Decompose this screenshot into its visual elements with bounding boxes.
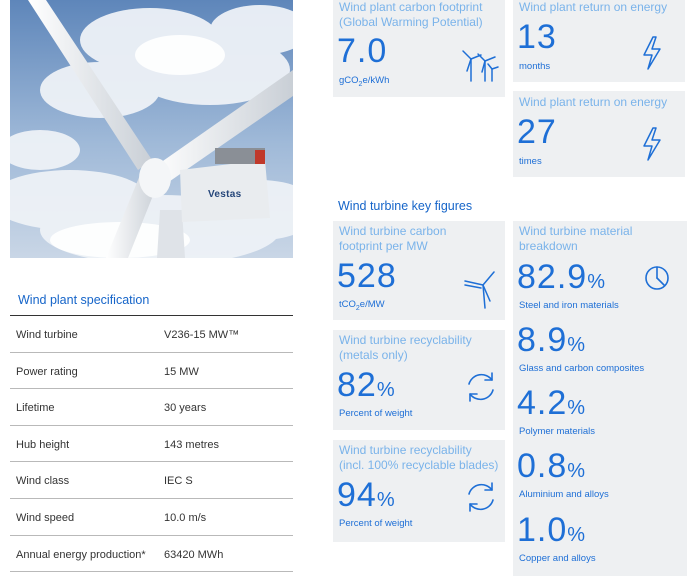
material-item: 0.8% Aluminium and alloys: [513, 448, 687, 510]
material-item: 8.9% Glass and carbon composites: [513, 322, 687, 384]
material-label: Copper and alloys: [519, 553, 596, 564]
recycle-icon: [464, 370, 498, 409]
wind-turbine-icon: [463, 271, 497, 314]
card-title: Wind turbine recyclability (metals only): [339, 333, 472, 362]
turbine-carbon-card: Wind turbine carbon footprint per MW 528…: [333, 221, 505, 320]
spec-row: Hub height 143 metres: [10, 426, 293, 463]
recyclability-metals-unit: Percent of weight: [339, 408, 413, 419]
spec-label: Wind turbine: [16, 329, 78, 341]
recyclability-blades-unit: Percent of weight: [339, 518, 413, 529]
spec-label: Power rating: [16, 365, 78, 378]
return-months-card: Wind plant return on energy 13 months: [513, 0, 685, 82]
spec-title: Wind plant specification: [18, 293, 150, 307]
recyclability-metals-value: 82%: [337, 366, 395, 404]
spec-label: Wind speed: [16, 512, 75, 524]
material-item: 4.2% Polymer materials: [513, 385, 687, 447]
material-value: 8.9%: [517, 321, 586, 359]
material-label: Aluminium and alloys: [519, 489, 609, 500]
spec-label: Annual energy production*: [16, 548, 146, 561]
lightning-icon: [641, 127, 663, 166]
material-value: 1.0%: [517, 511, 586, 549]
spec-row: Annual energy production* 63420 MWh: [10, 536, 293, 573]
return-months-value: 13: [517, 18, 557, 56]
material-value: 82.9%: [517, 258, 605, 296]
spec-row: Wind speed 10.0 m/s: [10, 499, 293, 536]
card-title: Wind turbine recyclability (incl. 100% r…: [339, 443, 499, 472]
card-title: Wind plant return on energy: [519, 0, 668, 14]
material-breakdown-card: Wind turbine material breakdown 82.9% Ste…: [513, 221, 687, 576]
turbine-carbon-unit: tCO2e/MW: [339, 299, 385, 312]
turbine-photo: Vestas: [10, 0, 293, 258]
material-item: 82.9% Steel and iron materials: [513, 259, 687, 321]
return-months-unit: months: [519, 61, 551, 72]
material-label: Polymer materials: [519, 426, 596, 437]
material-label: Steel and iron materials: [519, 300, 619, 311]
recycle-icon: [464, 480, 498, 519]
card-title: Wind plant return on energy: [519, 95, 668, 109]
return-times-card: Wind plant return on energy 27 times: [513, 91, 685, 177]
spec-value: V236-15 MW™: [164, 329, 240, 341]
spec-divider: [10, 315, 293, 316]
plant-carbon-unit: gCO2e/kWh: [339, 75, 390, 88]
recyclability-blades-value: 94%: [337, 476, 395, 514]
wind-farm-icon: [461, 45, 499, 88]
recyclability-metals-card: Wind turbine recyclability (metals only)…: [333, 330, 505, 430]
spec-row: Wind turbine V236-15 MW™: [10, 316, 293, 353]
material-item: 1.0% Copper and alloys: [513, 512, 687, 574]
turbine-carbon-value: 528: [337, 257, 397, 295]
material-label: Glass and carbon composites: [519, 363, 645, 374]
spec-value: 30 years: [164, 402, 207, 415]
spec-row: Power rating 15 MW: [10, 353, 293, 390]
lightning-icon: [641, 36, 663, 75]
spec-label: Hub height: [16, 438, 70, 451]
material-value: 4.2%: [517, 384, 586, 422]
card-title: Wind turbine carbon footprint per MW: [339, 224, 447, 253]
material-value: 0.8%: [517, 447, 586, 485]
plant-carbon-value: 7.0: [337, 32, 388, 70]
spec-value: IEC S: [164, 475, 193, 488]
spec-row: Lifetime 30 years: [10, 389, 293, 426]
return-times-unit: times: [519, 156, 542, 167]
spec-label: Lifetime: [16, 402, 55, 415]
card-title: Wind plant carbon footprint (Global Warm…: [339, 0, 483, 29]
spec-row: Wind class IEC S: [10, 462, 293, 499]
card-title: Wind turbine material breakdown: [519, 224, 633, 253]
spec-value: 143 metres: [164, 438, 220, 451]
spec-value: 10.0 m/s: [164, 512, 207, 524]
spec-value: 15 MW: [164, 365, 199, 378]
spec-label: Wind class: [16, 475, 70, 488]
recyclability-blades-card: Wind turbine recyclability (incl. 100% r…: [333, 440, 505, 542]
pie-chart-icon: [644, 265, 670, 296]
key-figures-title: Wind turbine key figures: [338, 199, 473, 213]
return-times-value: 27: [517, 113, 557, 151]
plant-carbon-card: Wind plant carbon footprint (Global Warm…: [333, 0, 505, 97]
spec-value: 63420 MWh: [164, 548, 224, 561]
brand-logo-text: Vestas: [208, 189, 242, 200]
